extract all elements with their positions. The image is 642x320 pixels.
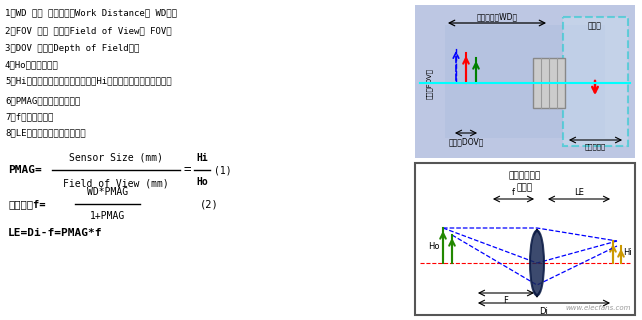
Text: 6、PMAG：镜头的放大倍数: 6、PMAG：镜头的放大倍数 [5,96,80,105]
Text: Hi: Hi [196,153,208,163]
Bar [563,17,628,146]
Text: Di: Di [539,307,548,316]
Text: (2): (2) [200,199,219,209]
Ellipse shape [530,230,544,295]
Text: Hi: Hi [623,247,632,257]
Text: =: = [184,164,191,177]
Text: 工作距离（WD）: 工作距离（WD） [476,12,517,21]
Bar [415,163,635,315]
Text: 3、DOV 景深（Depth of Field）。: 3、DOV 景深（Depth of Field）。 [5,44,139,53]
Text: WD*PMAG: WD*PMAG [87,187,128,197]
Text: www.elecfans.com: www.elecfans.com [566,305,631,311]
Bar [533,58,565,108]
Text: 4、Ho：视野的高度: 4、Ho：视野的高度 [5,60,59,69]
Text: Sensor Size (mm): Sensor Size (mm) [69,152,163,162]
Text: 1、WD 物距 工作距离（Work Distance； WD）。: 1、WD 物距 工作距离（Work Distance； WD）。 [5,8,177,17]
Bar [415,5,635,158]
Text: 1+PMAG: 1+PMAG [90,211,125,221]
Text: 成像面距离: 成像面距离 [584,143,605,150]
Text: 镜头焦距f=: 镜头焦距f= [8,199,46,209]
Text: 景深（DOV）: 景深（DOV） [448,137,483,146]
Text: Ho: Ho [428,242,440,251]
Text: 薄镜头: 薄镜头 [517,183,533,192]
Text: 7、f：镜头的焦距: 7、f：镜头的焦距 [5,112,53,121]
Text: Ho: Ho [196,177,208,187]
Bar [445,25,605,138]
Text: f: f [512,188,515,197]
Text: Field of View (mm): Field of View (mm) [63,178,169,188]
Text: LE: LE [574,188,584,197]
Text: 成像面: 成像面 [588,21,602,30]
Text: 视野（FOV）: 视野（FOV） [426,68,432,99]
Text: F: F [503,296,508,305]
Text: 镜头几何关系: 镜头几何关系 [509,171,541,180]
Text: 5、Hi：摄像机有效成像面的高度（Hi来代表传感器像面的大小）: 5、Hi：摄像机有效成像面的高度（Hi来代表传感器像面的大小） [5,76,171,85]
Text: 8、LE：镜头像平面的扩充距离: 8、LE：镜头像平面的扩充距离 [5,128,85,137]
Text: PMAG=: PMAG= [8,165,42,175]
Text: LE=Di-f=PMAG*f: LE=Di-f=PMAG*f [8,228,103,238]
Text: (1): (1) [214,165,232,175]
Text: 2、FOV 视场 视野（Field of View； FOV）: 2、FOV 视场 视野（Field of View； FOV） [5,26,171,35]
